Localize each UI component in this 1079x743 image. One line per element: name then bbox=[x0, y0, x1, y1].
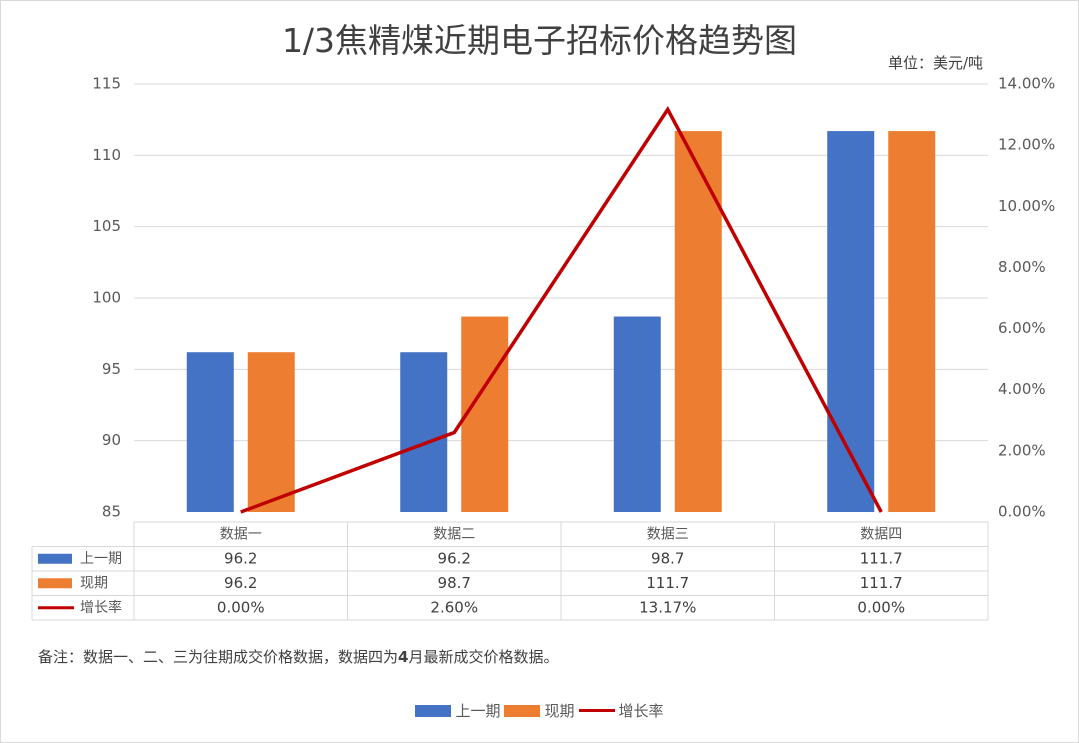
y-right-tick-label: 6.00% bbox=[998, 319, 1046, 337]
y-right-tick-label: 8.00% bbox=[998, 258, 1046, 276]
legend-item-growth: 增长率 bbox=[578, 700, 664, 721]
legend-label-current: 现期 bbox=[544, 702, 575, 720]
legend: 上一期 现期 增长率 bbox=[0, 700, 1079, 721]
legend-item-current: 现期 bbox=[504, 700, 575, 721]
y-right-tick-label: 4.00% bbox=[998, 380, 1046, 398]
table-key-2 bbox=[38, 578, 72, 589]
y-right-tick-label: 12.00% bbox=[998, 136, 1055, 154]
table-series-name: 上一期 bbox=[80, 551, 122, 567]
footnote-prefix: 备注：数据一、二、三为往期成交价格数据，数据四为 bbox=[38, 648, 399, 666]
table-series-name: 现期 bbox=[80, 575, 108, 591]
chart-title: 1/3焦精煤近期电子招标价格趋势图 bbox=[281, 21, 798, 60]
bar-current-4 bbox=[888, 131, 936, 512]
y-left-tick-label: 105 bbox=[92, 217, 121, 235]
y-right-tick-label: 2.00% bbox=[998, 441, 1046, 459]
footnote-bold: 4 bbox=[398, 648, 409, 666]
table-series-name: 增长率 bbox=[80, 599, 122, 616]
unit-label: 单位：美元/吨 bbox=[887, 54, 983, 72]
growth-rate-line bbox=[240, 105, 883, 514]
data-label: 96.2 bbox=[224, 549, 257, 567]
data-label: 98.7 bbox=[438, 574, 471, 592]
bar-current-2 bbox=[461, 316, 509, 512]
data-label: 111.7 bbox=[646, 574, 689, 592]
footnote-suffix: 月最新成交价格数据。 bbox=[408, 648, 559, 666]
category-label: 数据二 bbox=[433, 526, 475, 542]
bar-prev-2 bbox=[400, 352, 448, 512]
legend-swatch-prev bbox=[415, 704, 452, 717]
data-label: 0.00% bbox=[857, 598, 905, 616]
table-key-1 bbox=[38, 553, 72, 564]
data-label: 2.60% bbox=[430, 598, 478, 616]
data-label: 96.2 bbox=[224, 574, 257, 592]
footnote: 备注：数据一、二、三为往期成交价格数据，数据四为4月最新成交价格数据。 bbox=[38, 646, 558, 667]
y-left-tick-label: 115 bbox=[92, 75, 121, 93]
data-label: 111.7 bbox=[860, 549, 903, 567]
bar-prev-3 bbox=[613, 316, 661, 512]
bar-prev-1 bbox=[186, 352, 234, 512]
data-label: 13.17% bbox=[639, 598, 696, 616]
category-label: 数据三 bbox=[647, 526, 689, 542]
y-left-tick-label: 90 bbox=[102, 431, 121, 449]
data-label: 0.00% bbox=[217, 598, 265, 616]
legend-swatch-current bbox=[504, 704, 541, 717]
legend-label-prev: 上一期 bbox=[455, 702, 501, 720]
data-label: 96.2 bbox=[438, 549, 471, 567]
y-left-tick-label: 85 bbox=[102, 503, 121, 521]
category-label: 数据四 bbox=[860, 526, 902, 542]
y-left-tick-label: 100 bbox=[92, 289, 121, 307]
data-label: 98.7 bbox=[651, 549, 684, 567]
y-left-tick-label: 110 bbox=[92, 146, 121, 164]
bar-current-3 bbox=[674, 131, 722, 512]
y-left-tick-label: 95 bbox=[102, 360, 121, 378]
bar-prev-4 bbox=[827, 131, 875, 512]
data-label: 111.7 bbox=[860, 574, 903, 592]
y-right-tick-label: 10.00% bbox=[998, 197, 1055, 215]
y-right-tick-label: 0.00% bbox=[998, 503, 1046, 521]
y-right-tick-label: 14.00% bbox=[998, 75, 1055, 93]
legend-swatch-growth bbox=[578, 709, 615, 712]
legend-item-prev: 上一期 bbox=[415, 700, 500, 721]
legend-label-growth: 增长率 bbox=[618, 702, 664, 720]
category-label: 数据一 bbox=[220, 526, 262, 542]
bar-current-1 bbox=[247, 352, 295, 512]
